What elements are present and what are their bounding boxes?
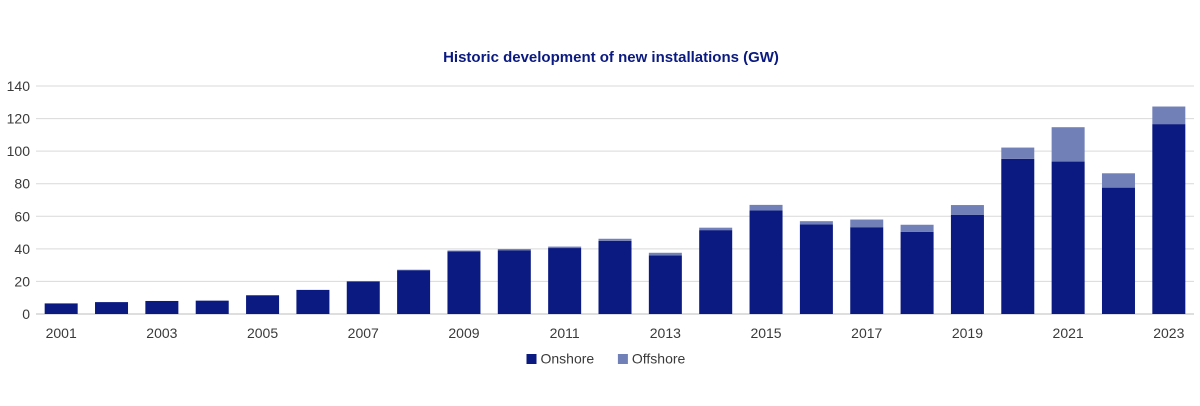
y-tick-label: 140: [7, 78, 31, 94]
bar-onshore-2016: [800, 224, 833, 314]
y-axis: 0 20 40 60 80 100 120 140: [7, 78, 31, 322]
bar-offshore-2010: [498, 249, 531, 250]
x-tick-label: 2019: [952, 325, 983, 341]
bar-offshore-2018: [901, 225, 934, 232]
legend-label-offshore: Offshore: [632, 351, 686, 367]
x-tick-label: 2017: [851, 325, 882, 341]
chart-title: Historic development of new installation…: [443, 49, 779, 66]
bar-onshore-2017: [850, 227, 883, 314]
legend-swatch-onshore: [527, 354, 537, 364]
y-tick-label: 60: [14, 208, 30, 224]
bar-onshore-2015: [750, 210, 783, 314]
legend-label-onshore: Onshore: [541, 351, 595, 367]
bar-onshore-2021: [1052, 162, 1085, 314]
legend: Onshore Offshore: [527, 351, 686, 367]
x-tick-label: 2003: [146, 325, 177, 341]
x-tick-label: 2005: [247, 325, 278, 341]
legend-swatch-offshore: [618, 354, 628, 364]
bar-offshore-2011: [548, 247, 581, 248]
x-tick-label: 2001: [46, 325, 77, 341]
y-tick-label: 80: [14, 176, 30, 192]
bar-offshore-2014: [699, 228, 732, 230]
bar-onshore-2010: [498, 250, 531, 314]
bar-onshore-2001: [45, 303, 78, 314]
x-tick-label: 2023: [1153, 325, 1184, 341]
bar-offshore-2009: [447, 250, 480, 251]
bar-offshore-2015: [750, 205, 783, 211]
bar-offshore-2012: [599, 239, 632, 241]
bar-offshore-2020: [1001, 148, 1034, 159]
x-tick-label: 2011: [550, 325, 580, 341]
bar-offshore-2021: [1052, 127, 1085, 161]
bars: [45, 107, 1186, 314]
x-tick-label: 2013: [650, 325, 681, 341]
bar-onshore-2005: [246, 295, 279, 314]
bar-offshore-2022: [1102, 173, 1135, 187]
bar-onshore-2020: [1001, 159, 1034, 314]
bar-offshore-2013: [649, 253, 682, 256]
y-tick-label: 0: [22, 306, 30, 322]
bar-onshore-2006: [296, 290, 329, 314]
bar-offshore-2019: [951, 205, 984, 215]
bar-onshore-2013: [649, 255, 682, 314]
bar-onshore-2009: [447, 251, 480, 314]
y-tick-label: 20: [14, 273, 30, 289]
x-tick-label: 2015: [750, 325, 781, 341]
bar-onshore-2022: [1102, 188, 1135, 314]
x-tick-label: 2009: [448, 325, 479, 341]
bar-onshore-2023: [1152, 124, 1185, 314]
x-tick-label: 2021: [1053, 325, 1084, 341]
bar-offshore-2023: [1152, 107, 1185, 125]
x-axis: 2001 2003 2005 2007 2009 2011 2013 2015 2017 2019…: [46, 325, 1185, 341]
bar-onshore-2018: [901, 232, 934, 314]
x-tick-label: 2007: [348, 325, 379, 341]
bar-onshore-2019: [951, 215, 984, 314]
y-tick-label: 40: [14, 241, 30, 257]
y-tick-label: 120: [7, 111, 31, 127]
y-tick-label: 100: [7, 143, 31, 159]
bar-offshore-2017: [850, 220, 883, 228]
bar-onshore-2007: [347, 281, 380, 314]
bar-onshore-2008: [397, 270, 430, 314]
bar-onshore-2011: [548, 248, 581, 314]
bar-onshore-2003: [145, 301, 178, 314]
bar-onshore-2012: [599, 241, 632, 314]
bar-onshore-2004: [196, 301, 229, 314]
bar-onshore-2014: [699, 230, 732, 314]
bar-onshore-2002: [95, 302, 128, 314]
bar-offshore-2016: [800, 221, 833, 224]
